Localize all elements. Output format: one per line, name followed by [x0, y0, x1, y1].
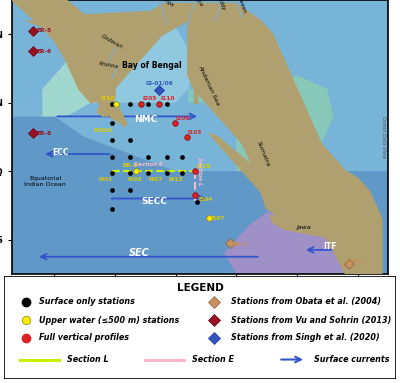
Text: I110: I110 [160, 96, 175, 101]
Polygon shape [194, 89, 197, 103]
Text: I403: I403 [127, 177, 142, 182]
Text: I205: I205 [142, 96, 157, 101]
Text: SECC: SECC [142, 198, 168, 206]
Text: I106: I106 [176, 116, 190, 121]
Polygon shape [270, 216, 334, 236]
Text: I415: I415 [197, 164, 212, 169]
Text: SEC: SEC [129, 248, 150, 258]
Text: GI-01/06: GI-01/06 [146, 80, 173, 85]
Text: NMC: NMC [134, 115, 157, 124]
Polygon shape [44, 10, 173, 116]
Text: ER-5: ER-5 [36, 28, 51, 33]
Text: ER-6: ER-6 [36, 49, 51, 54]
Text: Irrawaddy: Irrawaddy [212, 0, 227, 11]
Text: ER-8: ER-8 [36, 131, 51, 136]
Text: ECC: ECC [52, 149, 69, 157]
Text: Section L: Section L [197, 157, 202, 186]
Polygon shape [197, 72, 200, 89]
Text: Godavari: Godavari [100, 34, 124, 50]
Text: I412: I412 [168, 177, 183, 182]
Text: I507: I507 [211, 216, 225, 221]
Text: PA-1: PA-1 [232, 242, 247, 247]
Text: Upper water (≤500 m) stations: Upper water (≤500 m) stations [39, 316, 180, 325]
Polygon shape [114, 106, 124, 122]
Text: ER-3: ER-3 [123, 164, 138, 169]
Text: I210: I210 [101, 96, 115, 101]
Text: Brahmaputra: Brahmaputra [178, 0, 204, 8]
Text: I504: I504 [199, 197, 213, 202]
Polygon shape [188, 62, 224, 103]
Text: Krishna: Krishna [99, 61, 119, 69]
Text: I103: I103 [188, 130, 202, 135]
Text: Stations from Obata et al. (2004): Stations from Obata et al. (2004) [231, 297, 381, 306]
Polygon shape [236, 75, 334, 171]
Polygon shape [209, 134, 297, 223]
Text: Section L: Section L [67, 355, 108, 364]
Polygon shape [12, 0, 200, 127]
Text: Equatorial
Indian Ocean: Equatorial Indian Ocean [24, 176, 66, 187]
Text: I401: I401 [99, 177, 113, 182]
Text: Stations from Singh et al. (2020): Stations from Singh et al. (2020) [231, 333, 380, 342]
Text: Salween: Salween [235, 0, 247, 15]
Text: Surface currents: Surface currents [314, 355, 389, 364]
Polygon shape [12, 10, 188, 123]
Text: Andaman Sea: Andaman Sea [198, 65, 221, 106]
Polygon shape [188, 3, 382, 274]
Text: Stations from Vu and Sohrin (2013): Stations from Vu and Sohrin (2013) [231, 316, 392, 325]
Text: I407: I407 [148, 177, 163, 182]
Text: Sumatra: Sumatra [256, 141, 271, 167]
Text: ITF: ITF [324, 242, 337, 251]
Text: Section E: Section E [192, 355, 234, 364]
Text: LEGEND: LEGEND [177, 283, 223, 293]
Text: Full vertical profiles: Full vertical profiles [39, 333, 129, 342]
Polygon shape [224, 212, 382, 274]
Text: Jawa: Jawa [296, 225, 310, 230]
Text: Bay of Bengal: Bay of Bengal [122, 61, 181, 70]
Polygon shape [42, 48, 115, 116]
Text: Section E: Section E [134, 162, 163, 167]
FancyBboxPatch shape [4, 276, 396, 379]
Polygon shape [12, 21, 115, 137]
Polygon shape [115, 21, 194, 103]
Text: Ganga: Ganga [158, 0, 175, 8]
Text: Surface only stations: Surface only stations [39, 297, 135, 306]
Text: I303A: I303A [94, 129, 113, 134]
Text: Ocean Data View: Ocean Data View [381, 116, 386, 158]
Text: PA-2: PA-2 [350, 259, 365, 264]
Polygon shape [12, 116, 388, 274]
